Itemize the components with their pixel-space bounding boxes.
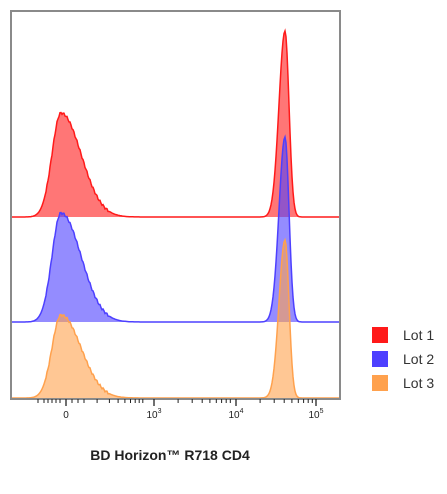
x-axis-title: BD Horizon™ R718 CD4 xyxy=(90,447,250,463)
legend-label-lot-1: Lot 1 xyxy=(403,327,435,343)
legend-swatch-lot-3 xyxy=(372,375,388,391)
x-tick-label: 103 xyxy=(146,408,161,421)
histogram-outline-lot-1 xyxy=(11,28,340,218)
histogram-outline-lot-2 xyxy=(11,134,340,323)
plot-frame xyxy=(10,10,341,400)
legend-swatch-lot-2 xyxy=(372,351,388,367)
legend-item-lot-1: Lot 1 xyxy=(372,325,447,349)
legend-swatch-lot-1 xyxy=(372,327,388,343)
x-tick-label: 0 xyxy=(63,410,69,421)
x-tick-label: 105 xyxy=(308,408,323,421)
x-tick-label: 104 xyxy=(228,408,243,421)
legend-item-lot-2: Lot 2 xyxy=(372,349,447,373)
histogram-area-lot-1 xyxy=(11,31,340,217)
legend-label-lot-3: Lot 3 xyxy=(403,375,435,391)
legend: Lot 1 Lot 2 Lot 3 xyxy=(372,325,447,397)
x-axis: 0 103 104 105 xyxy=(37,399,324,421)
legend-label-lot-2: Lot 2 xyxy=(403,351,435,367)
legend-item-lot-3: Lot 3 xyxy=(372,373,447,397)
